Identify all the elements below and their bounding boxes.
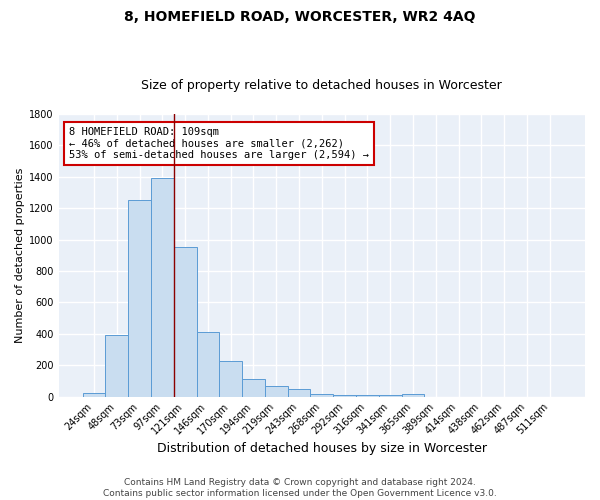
Bar bbox=[174, 246, 197, 396]
Bar bbox=[219, 361, 242, 396]
Bar bbox=[333, 395, 356, 396]
Text: Contains HM Land Registry data © Crown copyright and database right 2024.
Contai: Contains HM Land Registry data © Crown c… bbox=[103, 478, 497, 498]
Bar bbox=[287, 390, 310, 396]
Bar bbox=[106, 336, 128, 396]
Bar bbox=[310, 394, 333, 396]
Bar bbox=[151, 178, 174, 396]
Y-axis label: Number of detached properties: Number of detached properties bbox=[15, 168, 25, 343]
X-axis label: Distribution of detached houses by size in Worcester: Distribution of detached houses by size … bbox=[157, 442, 487, 455]
Text: 8 HOMEFIELD ROAD: 109sqm
← 46% of detached houses are smaller (2,262)
53% of sem: 8 HOMEFIELD ROAD: 109sqm ← 46% of detach… bbox=[69, 126, 369, 160]
Bar bbox=[401, 394, 424, 396]
Bar bbox=[128, 200, 151, 396]
Title: Size of property relative to detached houses in Worcester: Size of property relative to detached ho… bbox=[142, 79, 502, 92]
Text: 8, HOMEFIELD ROAD, WORCESTER, WR2 4AQ: 8, HOMEFIELD ROAD, WORCESTER, WR2 4AQ bbox=[124, 10, 476, 24]
Bar bbox=[242, 378, 265, 396]
Bar bbox=[83, 392, 106, 396]
Bar bbox=[197, 332, 219, 396]
Bar bbox=[265, 386, 287, 396]
Bar bbox=[356, 395, 379, 396]
